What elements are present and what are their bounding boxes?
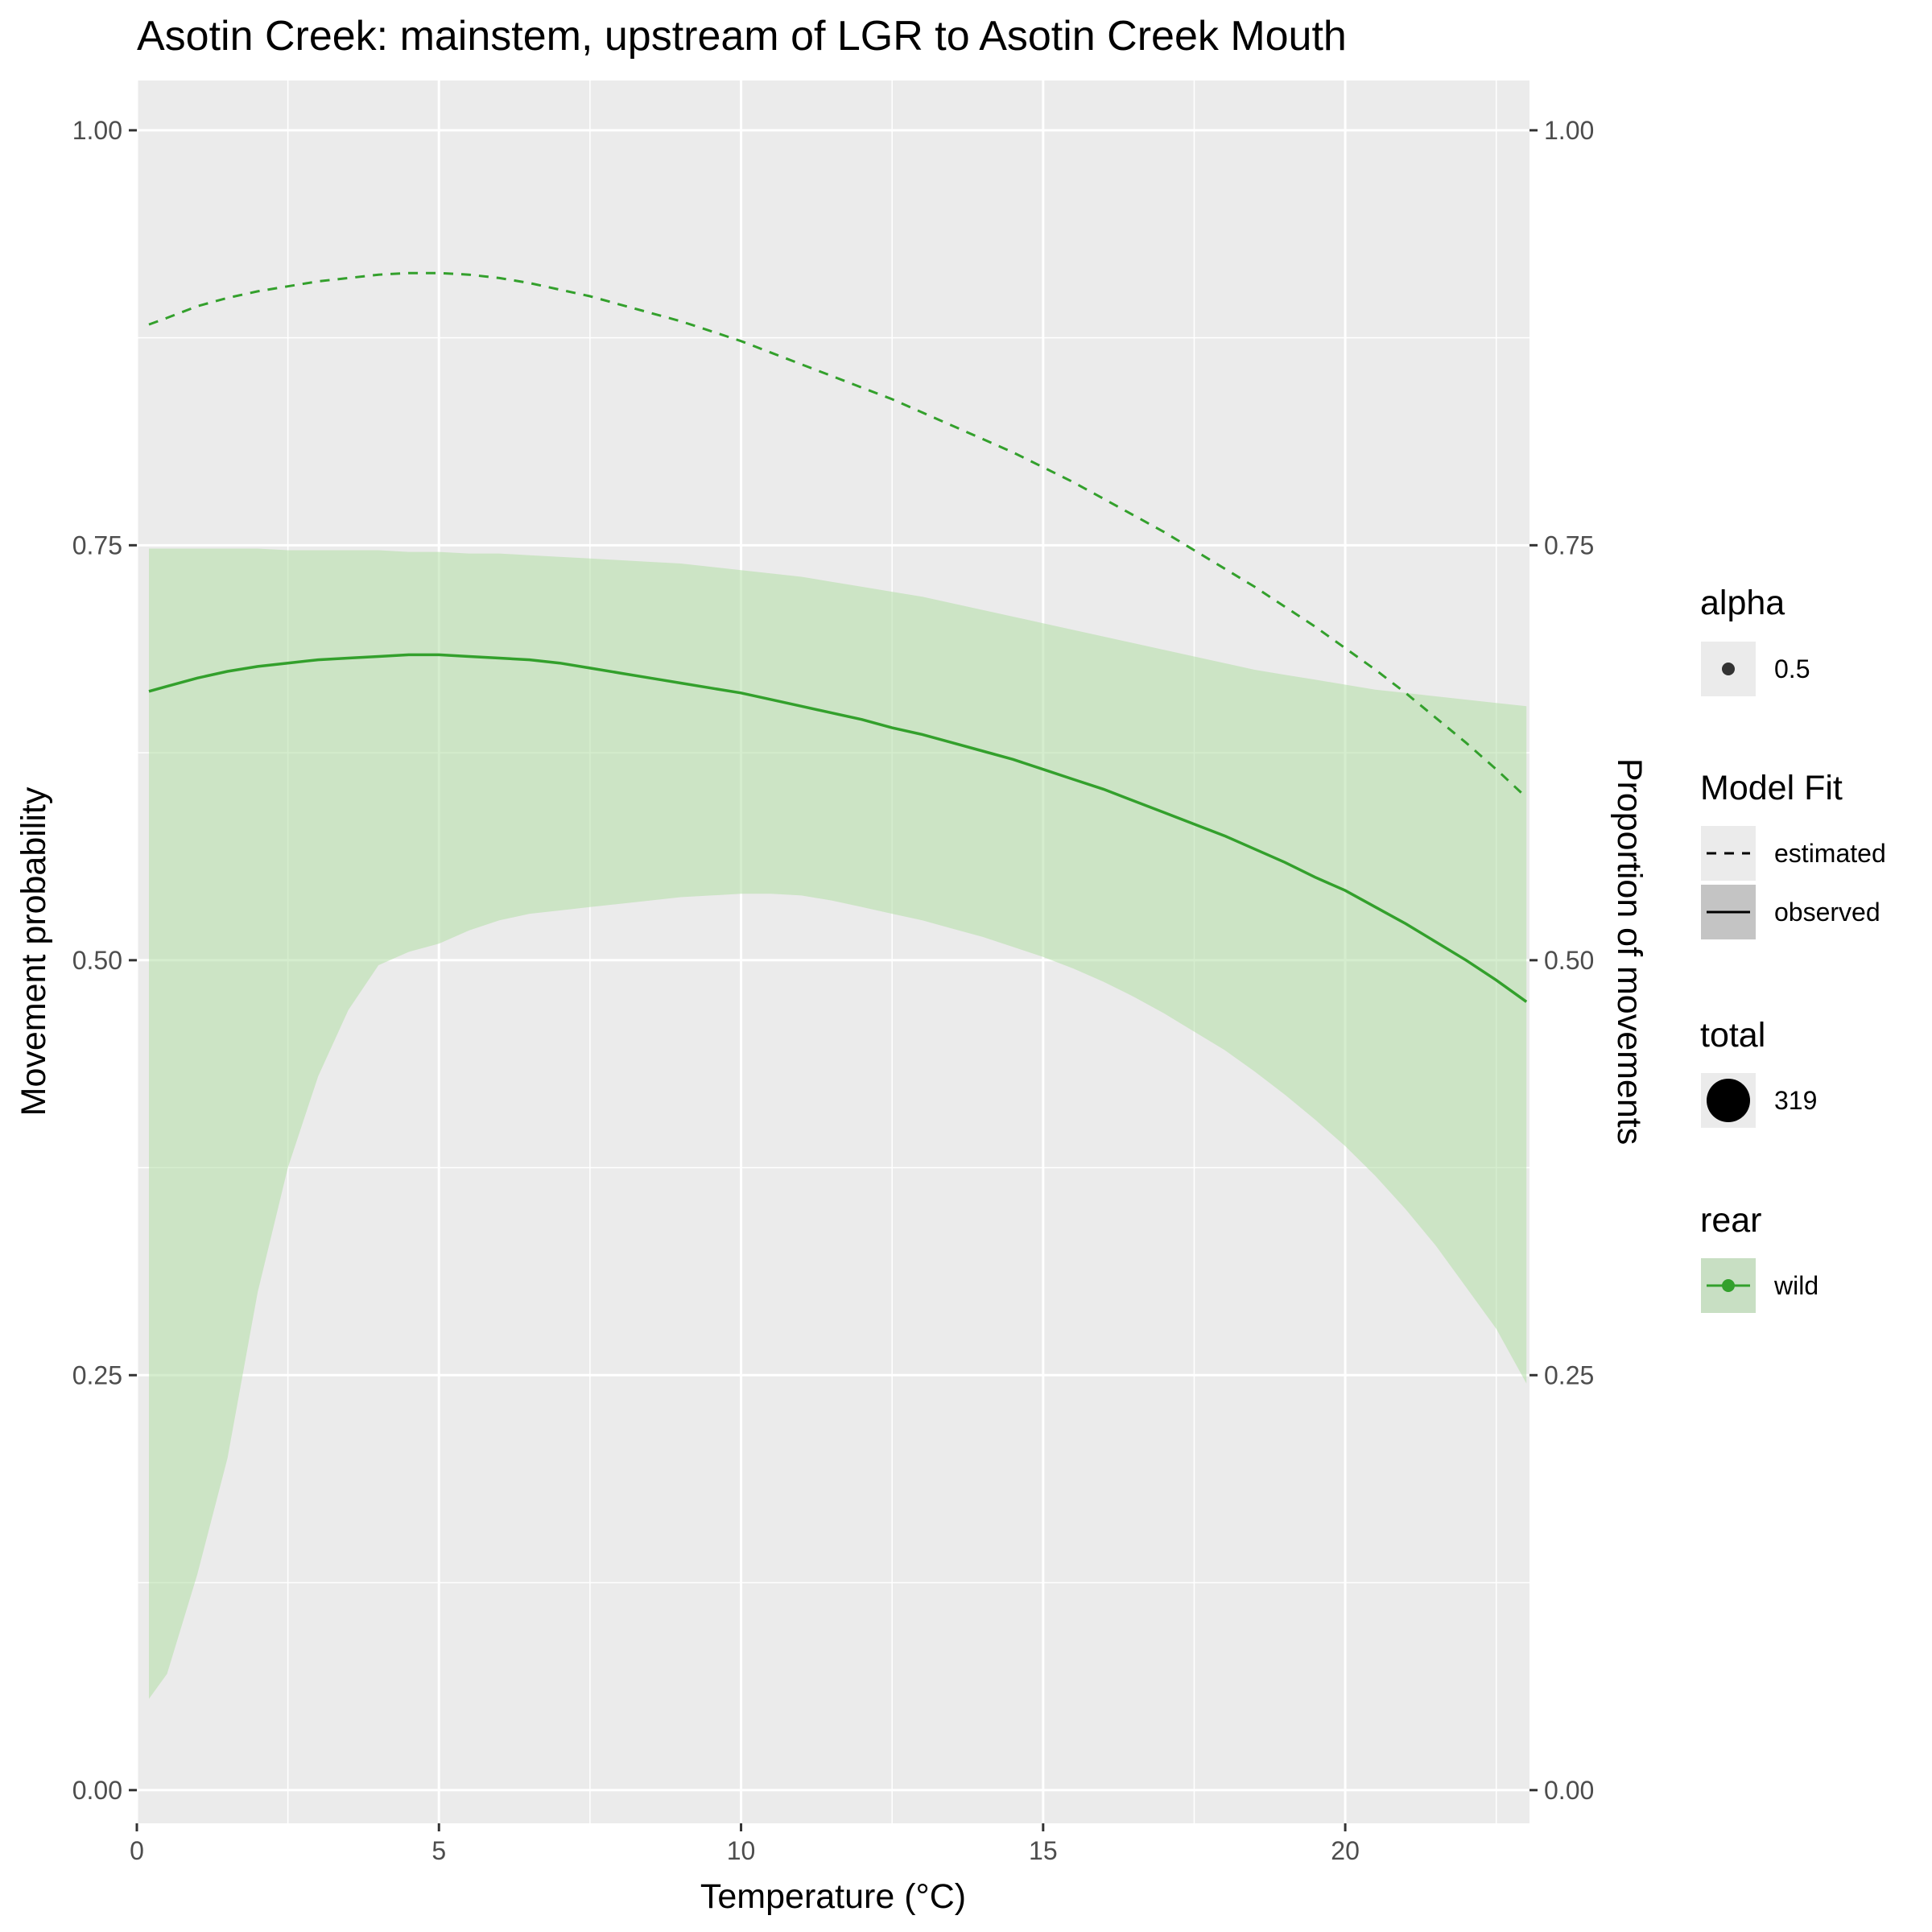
legend-title-3: rear [1700, 1201, 1761, 1240]
legend-point-small [1722, 663, 1735, 675]
legend: alpha 0.5 Model Fit estimated observed total 3… [1699, 584, 1886, 1315]
x-tick-label: 5 [431, 1836, 446, 1865]
y-right-tick-label: 0.50 [1544, 946, 1594, 975]
estimated-line [148, 271, 1528, 799]
legend-point-green [1722, 1279, 1735, 1292]
axes: 0 5 10 15 20 0.00 0.25 0.50 0.75 1.00 0.00 0.25 0.50… [72, 116, 1595, 1865]
legend-label: observed [1774, 898, 1880, 927]
series-layer [148, 271, 1528, 1699]
legend-label: 319 [1774, 1086, 1817, 1115]
legend-title-1: Model Fit [1700, 769, 1843, 807]
legend-title-2: total [1700, 1016, 1765, 1055]
legend-label: 0.5 [1774, 654, 1810, 683]
y-right-tick-label: 0.00 [1544, 1776, 1594, 1805]
legend-label: estimated [1774, 839, 1886, 868]
y-right-tick-label: 1.00 [1544, 116, 1594, 145]
x-tick-label: 15 [1029, 1836, 1058, 1865]
x-tick-label: 10 [727, 1836, 756, 1865]
x-tick-label: 20 [1331, 1836, 1360, 1865]
y-axis-title-right: Proportion of movements [1610, 758, 1649, 1145]
x-axis-title: Temperature (°C) [700, 1877, 966, 1916]
y-tick-label: 0.00 [72, 1776, 122, 1805]
y-tick-label: 0.25 [72, 1360, 122, 1389]
legend-point-large [1707, 1079, 1750, 1122]
y-tick-label: 0.75 [72, 530, 122, 559]
observed-line [148, 653, 1528, 1003]
y-axis-title: Movement probability [14, 786, 53, 1116]
legend-title-0: alpha [1700, 584, 1785, 622]
y-right-tick-label: 0.25 [1544, 1360, 1594, 1389]
x-tick-label: 0 [130, 1836, 144, 1865]
chart-title: Asotin Creek: mainstem, upstream of LGR … [137, 13, 1347, 60]
y-tick-label: 0.50 [72, 946, 122, 975]
y-tick-label: 1.00 [72, 116, 122, 145]
y-right-tick-label: 0.75 [1544, 530, 1594, 559]
legend-label: wild [1773, 1271, 1818, 1300]
confidence-ribbon [149, 548, 1527, 1699]
